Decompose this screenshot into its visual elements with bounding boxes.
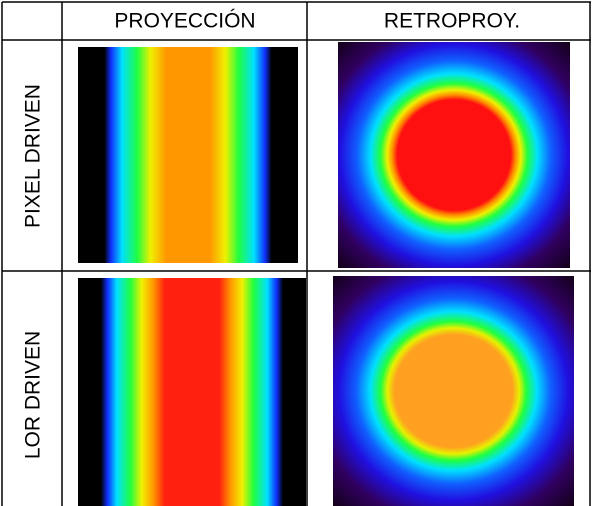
backprojection-image	[333, 276, 574, 506]
row-header: LOR DRIVEN	[22, 331, 45, 459]
backprojection-image	[338, 42, 570, 268]
projection-image	[78, 47, 298, 263]
column-header: RETROPROY.	[384, 10, 520, 33]
projection-image	[78, 278, 306, 506]
row-header: PIXEL DRIVEN	[22, 84, 45, 228]
column-header: PROYECCIÓN	[114, 10, 255, 33]
